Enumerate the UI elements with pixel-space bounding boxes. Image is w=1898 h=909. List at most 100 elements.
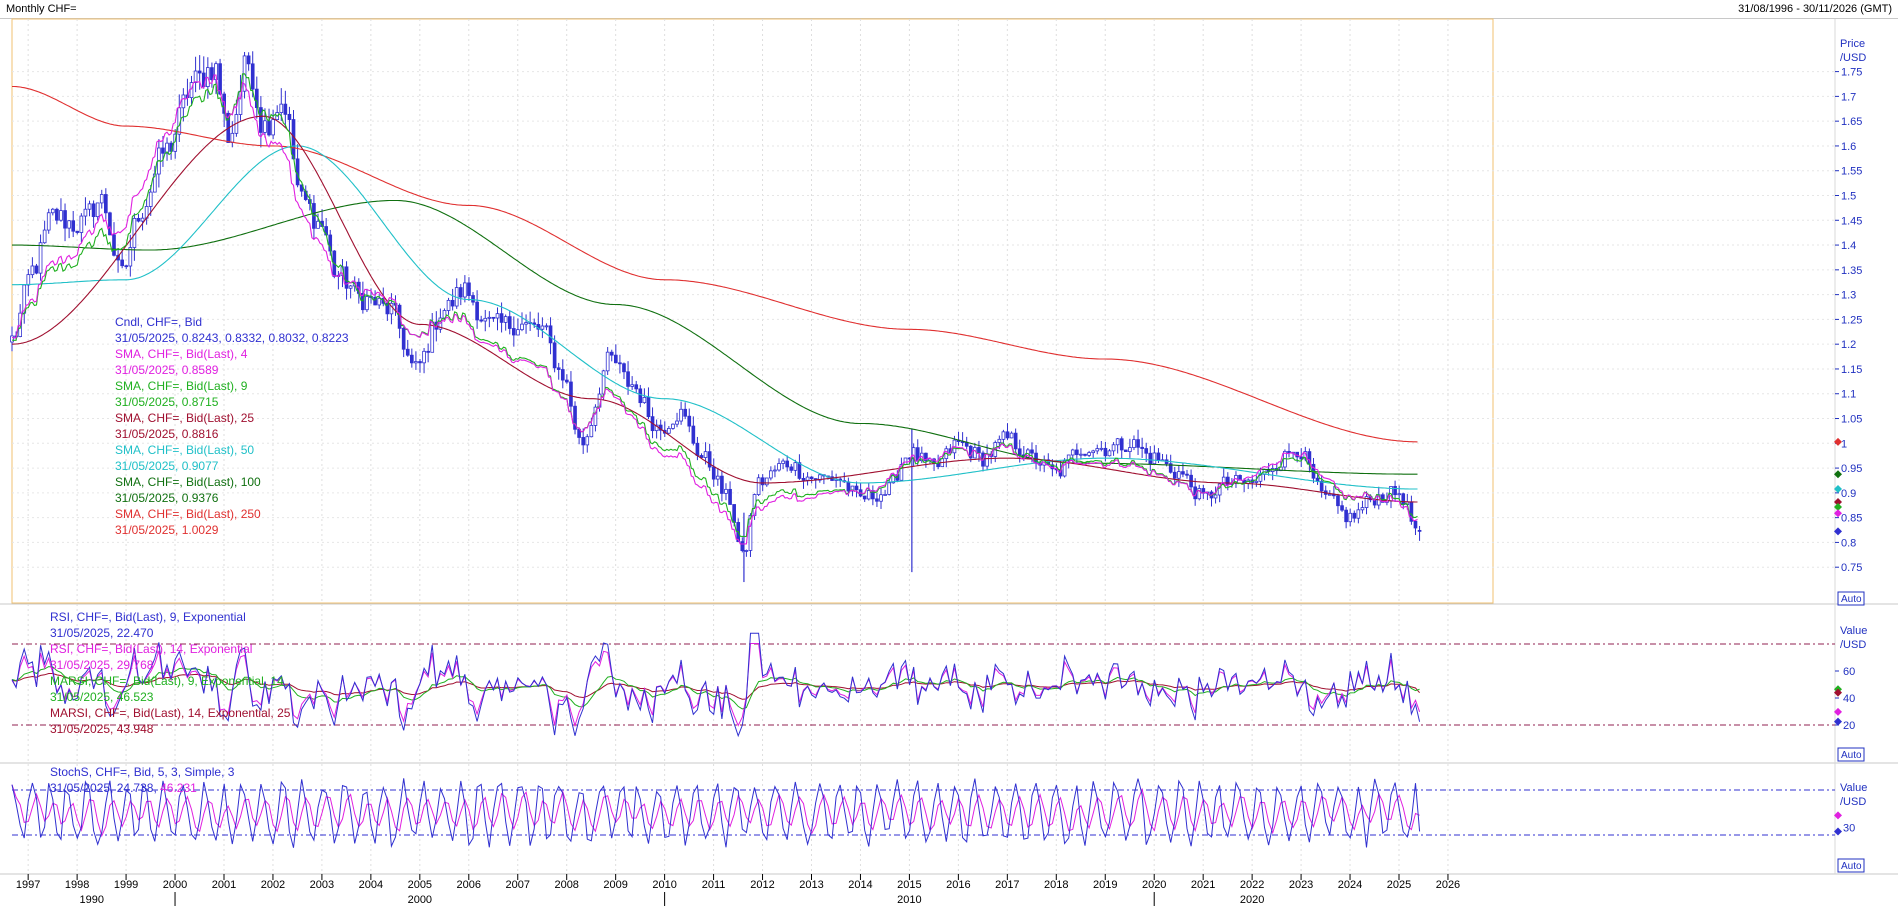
candle-body — [1144, 448, 1149, 454]
legend-value: 31/05/2025, 0.8816 — [115, 427, 219, 441]
candle-body — [279, 103, 284, 113]
price-last-value-markers — [1834, 437, 1842, 536]
candle-body — [1087, 452, 1091, 456]
candle-body — [418, 361, 422, 364]
price-auto-button[interactable]: Auto — [1837, 591, 1865, 606]
candle-body — [165, 142, 169, 154]
candle-body — [10, 335, 14, 343]
candle-body — [850, 485, 855, 492]
price-tick-label: 1.5 — [1841, 191, 1856, 203]
price-tick-label: 0.9 — [1841, 488, 1856, 500]
candle-body — [34, 265, 39, 274]
candle-body — [1103, 447, 1108, 457]
candle-body — [732, 504, 736, 523]
candle-body — [287, 113, 292, 120]
candle-body — [71, 220, 76, 232]
last-value-marker — [1834, 502, 1842, 511]
rsi-last-marker — [1834, 707, 1842, 716]
candle-body — [1364, 496, 1369, 508]
candle-body — [817, 474, 822, 481]
candle-body — [924, 452, 928, 462]
candle-body — [475, 301, 479, 321]
rsi-9-line — [11, 632, 1421, 738]
candle-body — [271, 119, 275, 136]
candle-body — [446, 299, 451, 311]
candle-body — [638, 388, 643, 404]
legend-value: 31/05/2025, 0.8715 — [115, 395, 219, 409]
candle-body — [483, 317, 488, 322]
candle-body — [997, 438, 1002, 443]
rsi-tick-label: 20 — [1843, 720, 1855, 732]
candle-body — [1013, 432, 1018, 450]
candle-body — [695, 442, 700, 456]
price-axis-title: Price — [1840, 38, 1865, 50]
year-label: 2016 — [946, 879, 970, 891]
candle-body — [862, 495, 867, 500]
stoch-k-line — [11, 778, 1421, 849]
candle-body — [516, 329, 520, 336]
price-grid — [12, 71, 1835, 568]
price-tick-label: 1.35 — [1841, 265, 1862, 277]
candle-body — [254, 88, 259, 108]
candle-body — [1197, 488, 1202, 500]
candle-body — [463, 282, 467, 298]
candle-body — [748, 515, 753, 551]
legend-label: MARSI, CHF=, Bid(Last), 14, Exponential,… — [50, 706, 291, 720]
date-range: 31/08/1996 - 30/11/2026 (GMT) — [1738, 3, 1892, 15]
year-label: 2023 — [1289, 879, 1313, 891]
candle-body — [565, 379, 569, 383]
candle-body — [46, 212, 51, 231]
candle-body — [1136, 439, 1140, 448]
candle-body — [26, 274, 31, 286]
candle-body — [499, 313, 504, 323]
candle-body — [495, 313, 500, 319]
candle-body — [581, 437, 586, 446]
year-label: 2000 — [163, 879, 187, 891]
candle-body — [414, 361, 418, 364]
year-label: 2004 — [359, 879, 383, 891]
candle-body — [1005, 431, 1010, 439]
candle-body — [1177, 471, 1181, 479]
chart-title: Monthly CHF= — [6, 3, 77, 15]
legend-value: 31/05/2025, 24.738, 46.231 — [50, 781, 197, 795]
stoch-last-marker — [1834, 811, 1842, 820]
candle-body — [128, 247, 133, 267]
candle-body — [1217, 483, 1222, 496]
price-auto-label: Auto — [1841, 594, 1862, 605]
stoch-last-marker — [1834, 827, 1842, 836]
year-label: 2012 — [750, 879, 774, 891]
candle-body — [793, 462, 798, 471]
candle-body — [556, 367, 561, 370]
candle-body — [259, 107, 263, 133]
candle-body — [112, 234, 116, 256]
sma-25-line — [11, 115, 1418, 503]
price-tick-label: 1.75 — [1841, 67, 1862, 79]
candle-body — [50, 208, 55, 214]
candle-body — [1099, 447, 1104, 450]
legend-value: 31/05/2025, 0.9376 — [115, 491, 219, 505]
price-tick-label: 0.85 — [1841, 513, 1862, 525]
year-label: 2018 — [1044, 879, 1068, 891]
rsi-legend: RSI, CHF=, Bid(Last), 9, Exponential 31/0… — [50, 610, 291, 736]
rsi-last-marker — [1834, 688, 1842, 697]
legend-value: 31/05/2025, 43.948 — [50, 722, 154, 736]
candle-body — [38, 242, 43, 274]
candle-body — [1140, 446, 1144, 449]
stoch-auto-button[interactable]: Auto — [1837, 858, 1865, 873]
sma-50-line — [12, 145, 1418, 490]
candle-body — [899, 464, 904, 481]
candle-body — [230, 132, 235, 143]
candle-body — [1340, 505, 1344, 511]
candle-body — [618, 362, 622, 365]
candle-body — [1336, 495, 1340, 507]
rsi-axis-unit: /USD — [1840, 639, 1866, 651]
candle-body — [720, 475, 724, 494]
candle-body — [87, 203, 92, 210]
candle-body — [1393, 486, 1397, 496]
year-label: 1999 — [114, 879, 138, 891]
rsi-auto-button[interactable]: Auto — [1837, 747, 1865, 762]
candle-body — [246, 55, 251, 65]
candle-body — [491, 316, 496, 319]
